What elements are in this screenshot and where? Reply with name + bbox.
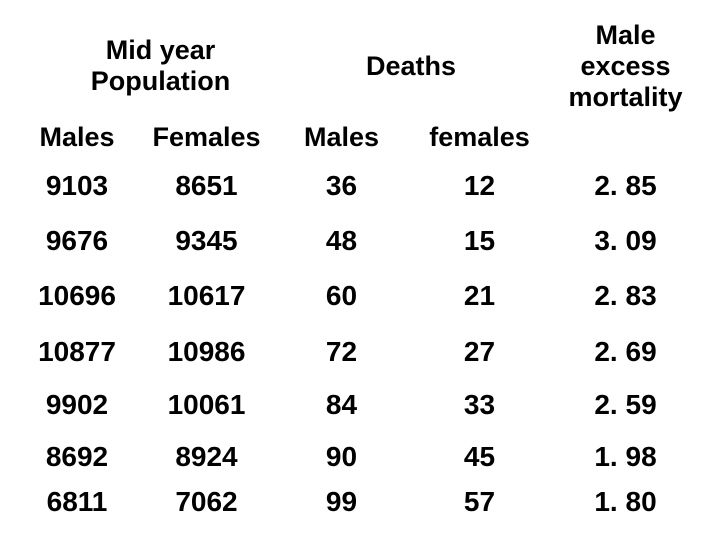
table-cell: 9345 bbox=[175, 225, 238, 256]
table-cell: 6811 bbox=[46, 486, 108, 517]
header-line: Mid year bbox=[105, 35, 216, 65]
subheader-deaths-males: Males bbox=[303, 122, 380, 152]
header-line: excess bbox=[580, 50, 671, 81]
table-cell: 10986 bbox=[167, 335, 246, 367]
table-cell: 8924 bbox=[175, 441, 238, 472]
table-cell: 84 bbox=[325, 389, 358, 420]
header-group-male-excess-mortality: Male excess mortality bbox=[549, 15, 702, 117]
table-cell: 9902 bbox=[45, 389, 109, 420]
subheader-empty-cell bbox=[549, 117, 702, 158]
table-cell: 2. 83 bbox=[594, 280, 657, 311]
table-cell: 12 bbox=[463, 170, 496, 201]
table-cell: 99 bbox=[325, 486, 358, 517]
table-cell: 1. 80 bbox=[594, 486, 657, 517]
mortality-table: Mid year Population Deaths Male excess m… bbox=[14, 15, 702, 521]
header-line: Deaths bbox=[365, 50, 457, 81]
table-cell: 57 bbox=[463, 486, 496, 517]
table-cell: 1. 98 bbox=[594, 441, 657, 472]
table-cell: 8651 bbox=[175, 170, 238, 201]
table-cell: 10617 bbox=[167, 280, 246, 311]
table-cell: 2. 85 bbox=[594, 170, 657, 201]
table-cell: 9103 bbox=[45, 170, 109, 201]
header-group-mid-year-population: Mid year Population bbox=[31, 15, 290, 117]
table-cell: 27 bbox=[463, 335, 496, 367]
table-cell: 10696 bbox=[38, 280, 116, 311]
subheader-deaths-females: females bbox=[429, 122, 530, 152]
table-cell: 48 bbox=[325, 225, 358, 256]
subheader-population-females: Females bbox=[152, 122, 261, 152]
table-cell: 45 bbox=[463, 441, 496, 472]
header-line: Male bbox=[595, 19, 656, 50]
header-line: mortality bbox=[568, 81, 683, 112]
table-cell: 15 bbox=[463, 225, 496, 256]
table-cell: 3. 09 bbox=[594, 225, 657, 256]
table-cell: 90 bbox=[325, 441, 358, 472]
header-group-deaths: Deaths bbox=[273, 15, 549, 117]
header-line: Population bbox=[90, 66, 231, 96]
table-cell: 72 bbox=[325, 335, 358, 367]
table-cell: 8692 bbox=[45, 441, 109, 472]
table-cell: 10061 bbox=[167, 389, 246, 420]
table-cell: 2. 69 bbox=[594, 335, 657, 367]
table-cell: 60 bbox=[325, 280, 358, 311]
table-cell: 2. 59 bbox=[594, 389, 657, 420]
table-cell: 21 bbox=[463, 280, 496, 311]
table-cell: 7062 bbox=[175, 486, 238, 517]
table-cell: 10877 bbox=[38, 335, 116, 367]
subheader-population-males: Males bbox=[39, 122, 115, 152]
table-cell: 9676 bbox=[45, 225, 109, 256]
table-cell: 36 bbox=[325, 170, 358, 201]
table-cell: 33 bbox=[463, 389, 496, 420]
